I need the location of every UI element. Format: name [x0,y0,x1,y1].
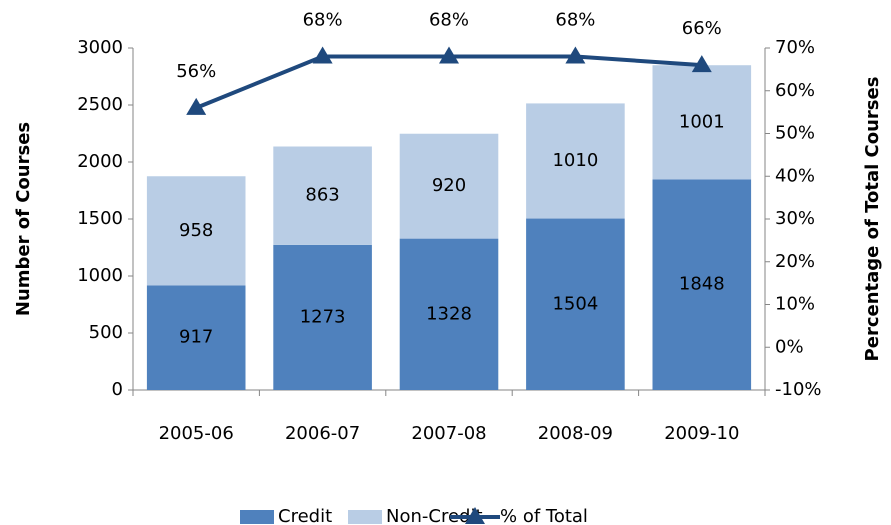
line-marker [565,46,586,64]
line-value-label: 68% [303,10,343,31]
line [195,54,702,110]
y-tick-label: 0 [112,379,123,400]
line-value-label: 66% [682,18,722,39]
bar-value-label: 1328 [426,303,472,324]
x-tick-label: 2008-09 [538,423,613,444]
bar [526,218,625,390]
legend-swatch [348,510,382,524]
y2-tick-label: 10% [775,294,815,315]
y2-tick-label: 0% [775,336,804,357]
y-tick-label: 3000 [77,37,123,58]
y-tick-label: 2000 [77,151,123,172]
y-tick-label: 1000 [77,265,123,286]
legend-label: Credit [278,506,332,525]
y-axis-title: Number of Courses [13,122,34,316]
bar-value-label: 1848 [679,274,725,295]
legend-label: % of Total [500,506,588,525]
bar [273,146,372,245]
legend-label: Non-Credit [386,506,483,525]
line-value-label: 68% [429,10,469,31]
y-tick-label: 2500 [77,94,123,115]
bar [399,133,499,239]
y2-tick-label: 50% [775,123,815,144]
bar-value-label: 1001 [679,111,725,132]
bar [526,103,625,219]
line-value-label: 56% [176,61,216,82]
line-marker [691,55,712,73]
bar [652,65,752,180]
x-tick-label: 2005-06 [159,423,234,444]
bar-value-label: 1504 [552,293,598,314]
bar [399,238,499,390]
y-tick-label: 1500 [77,208,123,229]
legend-swatch [240,510,274,524]
y2-tick-label: -10% [775,379,822,400]
y-tick-label: 500 [89,322,123,343]
line-marker [312,46,333,64]
bar-value-label: 917 [179,327,213,348]
bar-value-label: 958 [179,220,213,241]
line-value-label: 68% [555,10,595,31]
bar [273,244,372,390]
y2-tick-label: 20% [775,251,815,272]
bar-value-label: 1273 [300,306,346,327]
bar [146,176,246,286]
bar-value-label: 920 [432,175,466,196]
y2-tick-label: 60% [775,80,815,101]
bar [146,285,246,390]
y2-tick-label: 40% [775,165,815,186]
bar-value-label: 863 [305,185,339,206]
y2-tick-label: 30% [775,208,815,229]
line-marker [186,97,207,115]
y2-tick-label: 70% [775,37,815,58]
bar [652,179,752,390]
x-tick-label: 2006-07 [285,423,360,444]
bar-value-label: 1010 [552,150,598,171]
y2-axis-title: Percentage of Total Courses [862,77,883,362]
legend-marker [465,507,485,524]
x-tick-label: 2007-08 [411,423,486,444]
x-tick-label: 2009-10 [664,423,739,444]
line-marker [439,46,459,64]
